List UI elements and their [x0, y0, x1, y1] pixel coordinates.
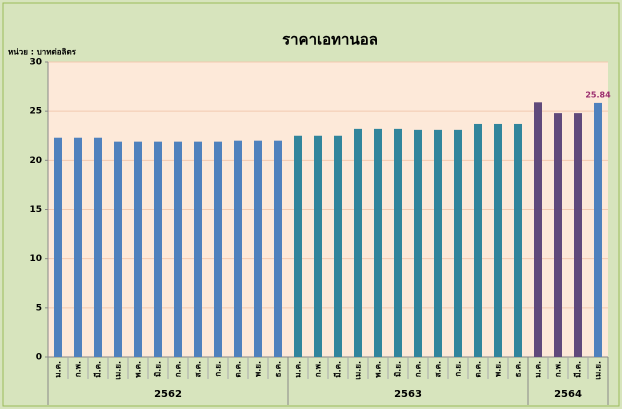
- x-tick-label: ก.พ.: [554, 361, 563, 377]
- bar: [434, 129, 442, 357]
- bar: [154, 141, 162, 357]
- x-tick-label: ส.ค.: [194, 361, 203, 377]
- group-label: 2564: [554, 389, 582, 400]
- x-tick-label: พ.ย.: [254, 361, 263, 377]
- x-tick-label: ม.ค.: [294, 361, 303, 378]
- bar: [594, 102, 602, 357]
- x-tick-label: ก.พ.: [314, 361, 323, 377]
- y-tick-label: 5: [36, 303, 42, 313]
- bar: [494, 123, 502, 357]
- bar: [454, 129, 462, 357]
- bar: [74, 137, 82, 357]
- bar: [514, 123, 522, 357]
- y-tick-label: 20: [29, 156, 42, 166]
- x-tick-label: ก.ย.: [454, 361, 463, 377]
- unit-label: หน่วย : บาทต่อลิตร: [8, 48, 77, 57]
- bar: [94, 137, 102, 357]
- bar: [314, 135, 322, 357]
- x-tick-label: ม.ค.: [54, 361, 63, 378]
- x-tick-label: มี.ค.: [573, 361, 583, 378]
- x-tick-label: ก.ย.: [214, 361, 223, 377]
- bar: [214, 141, 222, 357]
- x-tick-label: พ.ค.: [374, 361, 383, 378]
- group-label: 2563: [394, 389, 422, 400]
- x-tick-label: ก.ค.: [414, 361, 423, 377]
- x-tick-label: พ.ค.: [134, 361, 143, 378]
- bar: [254, 140, 262, 357]
- x-tick-label: มิ.ย.: [154, 361, 163, 377]
- bar: [174, 141, 182, 357]
- bar: [274, 140, 282, 357]
- bar: [534, 102, 542, 357]
- bar: [54, 137, 62, 357]
- bar: [334, 135, 342, 357]
- x-tick-label: เม.ย.: [594, 361, 603, 380]
- bar: [134, 141, 142, 357]
- y-tick-label: 0: [36, 353, 42, 363]
- chart-title: ราคาเอทานอล: [282, 31, 378, 49]
- bar: [414, 129, 422, 357]
- x-tick-label: มิ.ย.: [394, 361, 403, 377]
- bar: [114, 141, 122, 357]
- x-tick-label: เม.ย.: [114, 361, 123, 380]
- value-label: 25.84: [585, 90, 611, 99]
- bar: [374, 128, 382, 357]
- bar: [554, 113, 562, 357]
- x-tick-label: มี.ค.: [93, 361, 103, 378]
- bar: [354, 128, 362, 357]
- y-tick-label: 30: [29, 58, 42, 68]
- x-tick-label: ธ.ค.: [274, 361, 283, 377]
- x-tick-label: ก.ค.: [174, 361, 183, 377]
- y-tick-label: 15: [29, 205, 42, 215]
- bar: [194, 141, 202, 357]
- x-tick-label: มี.ค.: [333, 361, 343, 378]
- bar: [294, 135, 302, 357]
- x-tick-label: ต.ค.: [474, 361, 483, 378]
- x-tick-label: พ.ย.: [494, 361, 503, 377]
- bar: [234, 140, 242, 357]
- x-tick-label: ม.ค.: [534, 361, 543, 378]
- y-tick-label: 25: [29, 107, 42, 117]
- group-label: 2562: [154, 389, 182, 400]
- y-tick-label: 10: [29, 254, 42, 264]
- bar: [574, 113, 582, 357]
- x-tick-label: ธ.ค.: [514, 361, 523, 377]
- bar: [394, 128, 402, 357]
- bar: [474, 123, 482, 357]
- x-tick-label: ต.ค.: [234, 361, 243, 378]
- x-tick-label: ก.พ.: [74, 361, 83, 377]
- x-tick-label: เม.ย.: [354, 361, 363, 380]
- x-tick-label: ส.ค.: [434, 361, 443, 377]
